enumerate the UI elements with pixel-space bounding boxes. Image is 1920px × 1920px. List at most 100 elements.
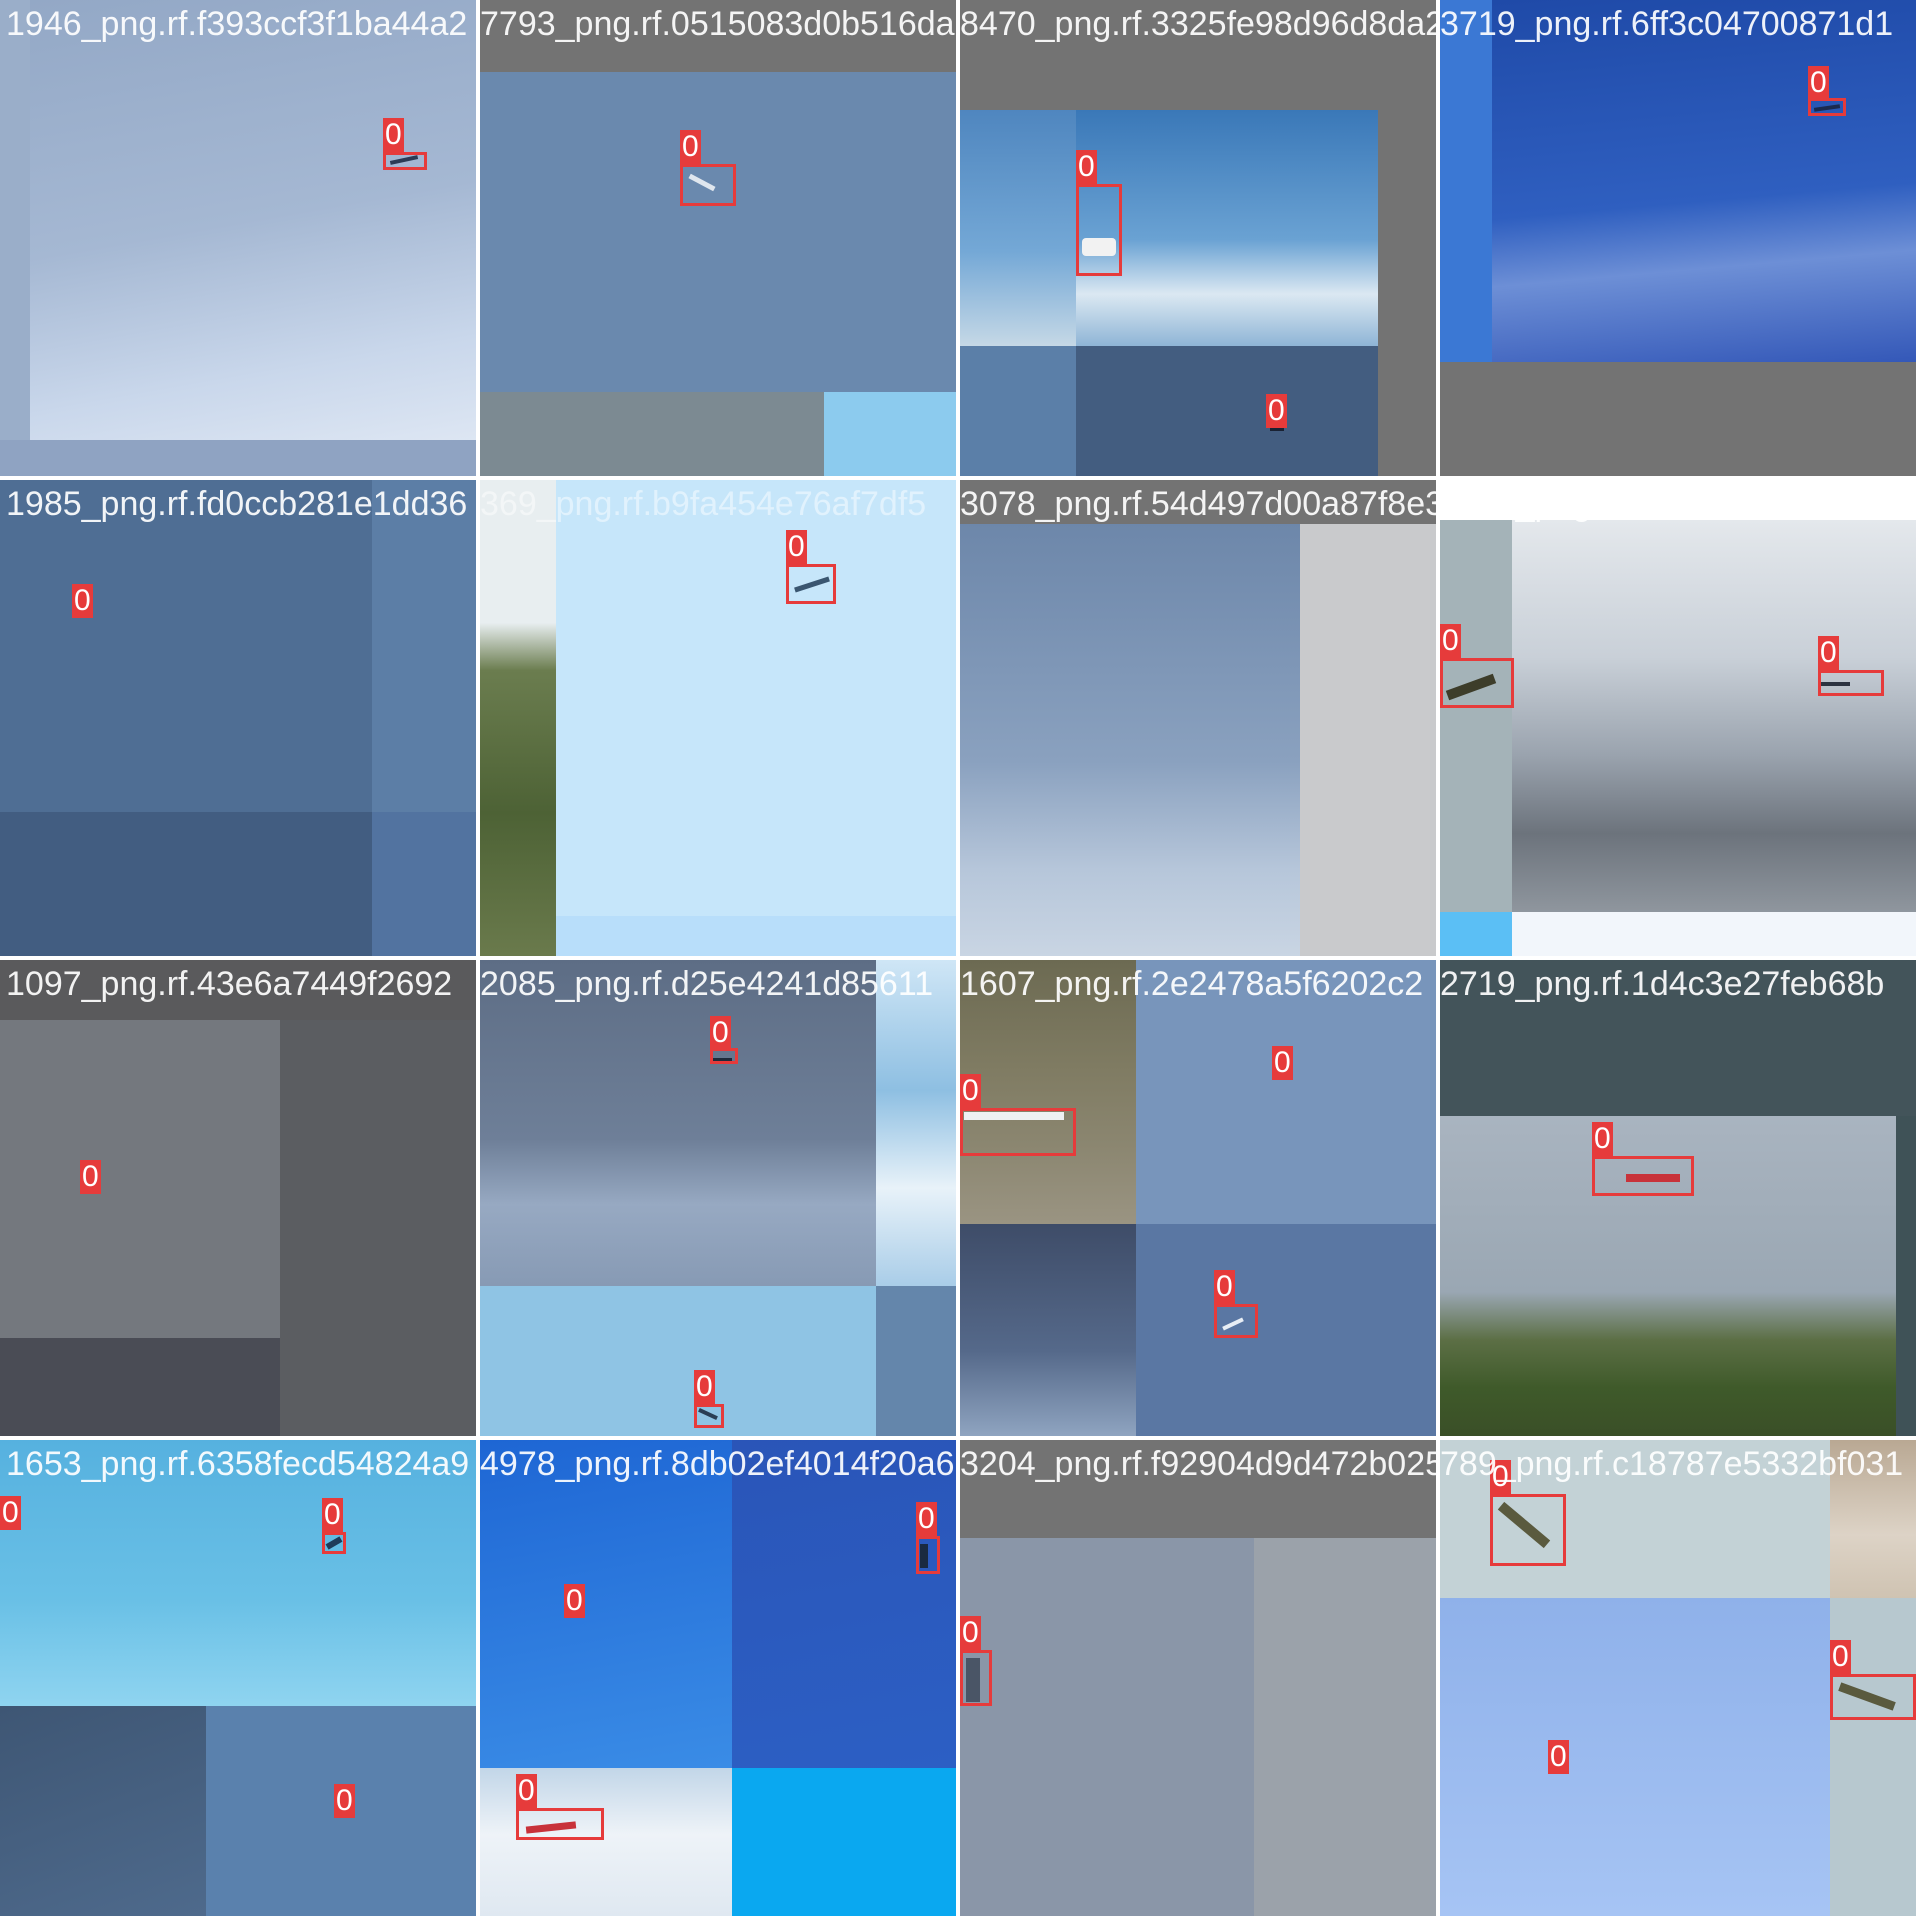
image-patch xyxy=(960,1224,1136,1436)
mosaic-tile: 0 1946_png.rf.f393ccf3f1ba44a2 xyxy=(0,0,476,476)
mosaic-tile: 0 7793_png.rf.0515083d0b516dac7e4d2 xyxy=(480,0,956,476)
mosaic-tile: 3078_png.rf.54d497d00a87f8e3dd78 xyxy=(960,480,1436,956)
class-label: 0 xyxy=(334,1784,355,1818)
image-filename: 1985_png.rf.fd0ccb281e1dd36 xyxy=(6,485,468,523)
image-patch xyxy=(1136,1224,1436,1436)
image-patch xyxy=(1512,912,1916,956)
image-patch xyxy=(1076,110,1378,346)
airplane-silhouette xyxy=(1082,238,1116,256)
class-label: 0 xyxy=(1592,1122,1613,1156)
mosaic-tile: 0 0 2085_png.rf.d25e4241d85611 xyxy=(480,960,956,1436)
airplane-silhouette xyxy=(1818,682,1850,686)
image-filename: 789_png.rf.c18787e5332bf031 xyxy=(1440,1445,1904,1483)
image-patch xyxy=(1300,524,1436,956)
image-patch xyxy=(480,960,876,1286)
image-patch xyxy=(732,1440,956,1768)
class-label: 0 xyxy=(960,1074,981,1108)
image-patch xyxy=(0,812,372,956)
mosaic-tile: 0 3719_png.rf.6ff3c04700871d1 xyxy=(1440,0,1916,476)
image-filename: 1607_png.rf.2e2478a5f6202c2 xyxy=(960,965,1424,1003)
image-patch xyxy=(1136,960,1436,1224)
image-filename: 8470_png.rf.3325fe98d96d8da28 xyxy=(960,5,1436,43)
image-patch xyxy=(556,916,956,956)
image-patch xyxy=(876,960,956,1286)
class-label: 0 xyxy=(960,1616,981,1650)
mosaic-tile: 0 3204_png.rf.f92904d9d472b025 xyxy=(960,1440,1436,1916)
class-label: 0 xyxy=(72,584,93,618)
image-patch xyxy=(1076,346,1378,476)
image-patch xyxy=(876,1286,956,1436)
class-label: 0 xyxy=(1808,66,1829,100)
image-patch xyxy=(1440,912,1512,956)
image-filename: 3719_png.rf.6ff3c04700871d1 xyxy=(1440,5,1894,43)
bounding-box xyxy=(916,1536,940,1574)
mosaic-tile: 0 369_png.rf.b9fa454e76af7df5 xyxy=(480,480,956,956)
image-patch xyxy=(372,480,476,812)
bounding-box xyxy=(1490,1494,1566,1566)
mosaic-tile: 0 1985_png.rf.fd0ccb281e1dd36 xyxy=(0,480,476,956)
image-patch xyxy=(556,480,956,916)
image-patch xyxy=(0,1706,206,1916)
class-label: 0 xyxy=(1490,1460,1511,1494)
image-patch xyxy=(1440,520,1512,912)
bounding-box xyxy=(1808,98,1846,116)
image-patch xyxy=(1440,1598,1830,1916)
image-patch xyxy=(1512,520,1916,912)
image-filename: 2719_png.rf.1d4c3e27feb68b xyxy=(1440,965,1885,1003)
airplane-silhouette xyxy=(920,1544,928,1568)
image-patch xyxy=(960,1538,1254,1916)
image-filename: 3078_png.rf.54d497d00a87f8e3dd78 xyxy=(960,485,1436,523)
class-label: 0 xyxy=(916,1502,937,1536)
image-patch xyxy=(0,480,372,812)
mosaic-tile: 0 0 0 4978_png.rf.8db02ef4014f20a62 xyxy=(480,1440,956,1916)
image-patch xyxy=(1830,1440,1916,1598)
bounding-box xyxy=(383,152,427,170)
mosaic-tile: 0 0 0 789_png.rf.c18787e5332bf031 xyxy=(1440,1440,1916,1916)
image-patch xyxy=(0,1440,476,1706)
image-patch xyxy=(1440,960,1916,1116)
image-patch xyxy=(480,480,556,956)
airplane-silhouette xyxy=(964,1112,1064,1120)
class-label: 0 xyxy=(1266,394,1287,428)
image-filename: 3204_png.rf.f92904d9d472b025 xyxy=(960,1445,1436,1483)
image-patch xyxy=(30,0,476,440)
mosaic-tile: 0 1097_png.rf.43e6a7449f2692 xyxy=(0,960,476,1436)
image-filename: 1946_png.rf.f393ccf3f1ba44a2 xyxy=(6,5,468,43)
bounding-box xyxy=(1830,1674,1916,1720)
image-patch xyxy=(1254,1538,1436,1916)
class-label: 0 xyxy=(680,130,701,164)
bounding-box xyxy=(322,1532,346,1554)
bounding-box xyxy=(786,564,836,604)
image-patch xyxy=(960,110,1076,346)
bounding-box xyxy=(1440,658,1514,708)
class-label: 0 xyxy=(516,1774,537,1808)
airplane-silhouette xyxy=(1270,428,1284,431)
image-patch xyxy=(960,346,1076,476)
bounding-box xyxy=(1818,670,1884,696)
class-label: 0 xyxy=(1214,1270,1235,1304)
image-patch xyxy=(1440,1116,1896,1436)
image-patch xyxy=(480,1286,876,1436)
image-patch xyxy=(480,72,956,392)
bounding-box xyxy=(1214,1304,1258,1338)
image-filename: 1778_png.rf.b92be708c993a4 xyxy=(1440,485,1894,523)
mosaic-tile: 0 2719_png.rf.1d4c3e27feb68b xyxy=(1440,960,1916,1436)
bounding-box xyxy=(1592,1156,1694,1196)
bounding-box xyxy=(710,1048,738,1064)
class-label: 0 xyxy=(710,1016,731,1050)
class-label: 0 xyxy=(383,118,404,152)
bounding-box xyxy=(1076,184,1122,276)
class-label: 0 xyxy=(322,1498,343,1532)
image-filename: 4978_png.rf.8db02ef4014f20a62 xyxy=(480,1445,956,1483)
image-patch xyxy=(960,524,1300,956)
image-patch xyxy=(480,1440,732,1768)
bounding-box xyxy=(960,1108,1076,1156)
image-filename: 7793_png.rf.0515083d0b516dac7e4d2 xyxy=(480,5,956,43)
bounding-box xyxy=(680,164,736,206)
image-filename: 369_png.rf.b9fa454e76af7df5 xyxy=(480,485,927,523)
bounding-box xyxy=(960,1650,992,1706)
image-patch xyxy=(1440,0,1492,362)
image-patch xyxy=(0,1020,280,1338)
class-label: 0 xyxy=(1076,150,1097,184)
